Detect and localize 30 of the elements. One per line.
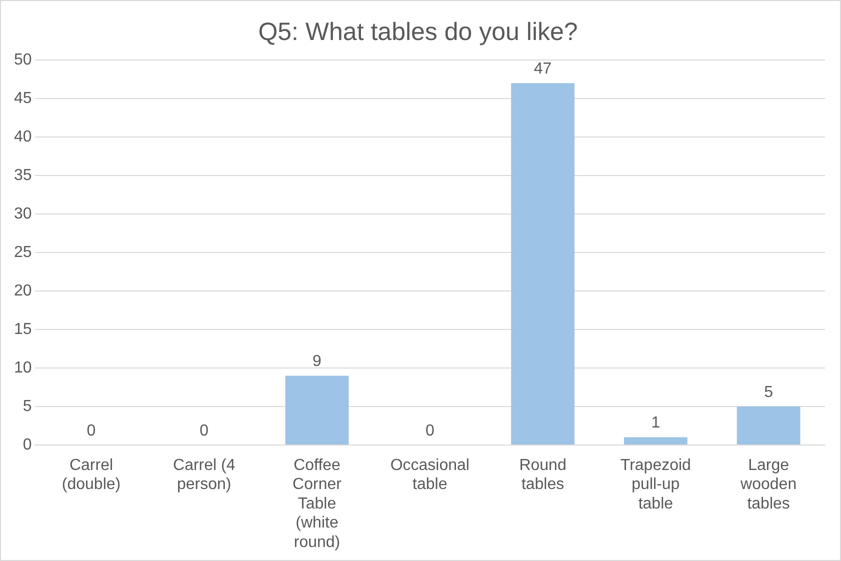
data-label: 0 [200,422,209,440]
y-tick-label: 45 [14,90,32,107]
x-tick-label: Occasional table [390,457,470,494]
data-label: 0 [425,422,434,440]
x-tick-label: Round tables [519,457,566,494]
y-tick-label: 35 [14,166,32,184]
y-tick-label: 20 [14,282,32,300]
y-tick-label: 40 [14,128,32,146]
y-tick-label: 0 [22,436,32,454]
bar [285,376,349,444]
x-tick-label: Trapezoid pull-up table [620,457,691,512]
x-tick-label: Carrel (double) [62,457,121,494]
data-label: 0 [86,422,96,440]
x-tick-label: Carrel (4 person) [173,457,236,494]
bar [736,406,800,444]
chart-title: Q5: What tables do you like? [258,18,578,46]
data-label: 1 [651,414,660,432]
y-tick-label: 10 [14,359,32,376]
y-tick-label: 5 [22,398,32,415]
bar [511,83,574,444]
data-label: 47 [534,60,552,78]
y-tick-label: 15 [14,320,32,338]
y-tick-label: 50 [14,51,32,68]
x-tick-label: Large wooden tables [740,457,797,512]
y-tick-label: 25 [14,244,32,261]
y-tick-label: 30 [14,205,32,222]
data-label: 5 [764,384,774,401]
bar [624,437,688,444]
x-tick-label: Coffee Corner Table (white round) [292,457,342,551]
data-label: 9 [312,353,322,370]
